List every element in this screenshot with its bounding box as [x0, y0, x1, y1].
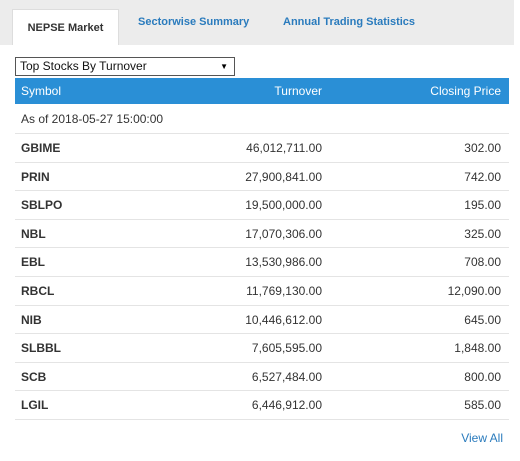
- turnover-cell: 27,900,841.00: [245, 169, 322, 184]
- closing-price-cell: 800.00: [464, 369, 501, 384]
- closing-price-cell: 645.00: [464, 312, 501, 327]
- triangle-down-icon: ▼: [220, 62, 228, 71]
- closing-price-cell: 302.00: [464, 141, 501, 155]
- symbol-cell: EBL: [21, 255, 45, 270]
- table-row[interactable]: SCB 6,527,484.00 800.00: [15, 363, 509, 392]
- closing-price-cell: 708.00: [464, 255, 501, 270]
- turnover-cell: 46,012,711.00: [246, 141, 322, 155]
- table-row[interactable]: EBL 13,530,986.00 708.00: [15, 248, 509, 277]
- view-all-link[interactable]: View All: [461, 431, 503, 445]
- table-row[interactable]: SBLPO 19,500,000.00 195.00: [15, 191, 509, 220]
- symbol-cell: SBLPO: [21, 198, 63, 213]
- tab-nepse-market[interactable]: NEPSE Market: [12, 9, 119, 45]
- table-row[interactable]: RBCL 11,769,130.00 12,090.00: [15, 277, 509, 306]
- symbol-cell: GBIME: [21, 141, 61, 155]
- turnover-cell: 11,769,130.00: [246, 283, 322, 298]
- table-row[interactable]: NIB 10,446,612.00 645.00: [15, 306, 509, 335]
- tab-annual-trading-statistics[interactable]: Annual Trading Statistics: [283, 16, 416, 28]
- as-of-timestamp-row: As of 2018-05-27 15:00:00: [15, 104, 509, 134]
- header-closing-price: Closing Price: [430, 84, 501, 98]
- symbol-cell: LGIL: [21, 398, 49, 413]
- turnover-cell: 19,500,000.00: [245, 198, 322, 213]
- symbol-cell: NBL: [21, 226, 46, 241]
- table-body: GBIME 46,012,711.00 302.00 PRIN 27,900,841.0…: [15, 134, 509, 420]
- closing-price-cell: 1,848.00: [454, 341, 501, 356]
- table-row[interactable]: PRIN 27,900,841.00 742.00: [15, 163, 509, 192]
- turnover-cell: 6,527,484.00: [251, 369, 322, 384]
- table-row[interactable]: SLBBL 7,605,595.00 1,848.00: [15, 334, 509, 363]
- closing-price-cell: 195.00: [464, 198, 501, 213]
- turnover-cell: 6,446,912.00: [251, 398, 322, 413]
- closing-price-cell: 12,090.00: [447, 283, 501, 298]
- closing-price-cell: 325.00: [464, 226, 501, 241]
- table-header: Symbol Turnover Closing Price: [15, 78, 509, 104]
- header-symbol: Symbol: [21, 84, 62, 98]
- tab-sectorwise-summary[interactable]: Sectorwise Summary: [138, 16, 250, 28]
- table-row[interactable]: NBL 17,070,306.00 325.00: [15, 220, 509, 249]
- turnover-cell: 7,605,595.00: [251, 341, 322, 356]
- symbol-cell: PRIN: [21, 169, 50, 184]
- symbol-cell: NIB: [21, 312, 42, 327]
- stocks-filter-selected-value: Top Stocks By Turnover: [20, 59, 147, 73]
- as-of-timestamp: As of 2018-05-27 15:00:00: [21, 112, 164, 126]
- tab-bar: NEPSE Market Sectorwise Summary Annual T…: [0, 0, 514, 45]
- symbol-cell: RBCL: [21, 283, 55, 298]
- header-turnover: Turnover: [274, 84, 322, 98]
- table-row[interactable]: LGIL 6,446,912.00 585.00: [15, 391, 509, 420]
- closing-price-cell: 585.00: [464, 398, 501, 413]
- table-row[interactable]: GBIME 46,012,711.00 302.00: [15, 134, 509, 163]
- turnover-cell: 13,530,986.00: [245, 255, 322, 270]
- closing-price-cell: 742.00: [464, 169, 501, 184]
- turnover-cell: 10,446,612.00: [245, 312, 322, 327]
- turnover-cell: 17,070,306.00: [245, 226, 322, 241]
- symbol-cell: SCB: [21, 369, 47, 384]
- symbol-cell: SLBBL: [21, 341, 61, 356]
- stocks-filter-select[interactable]: Top Stocks By Turnover ▼: [15, 57, 235, 76]
